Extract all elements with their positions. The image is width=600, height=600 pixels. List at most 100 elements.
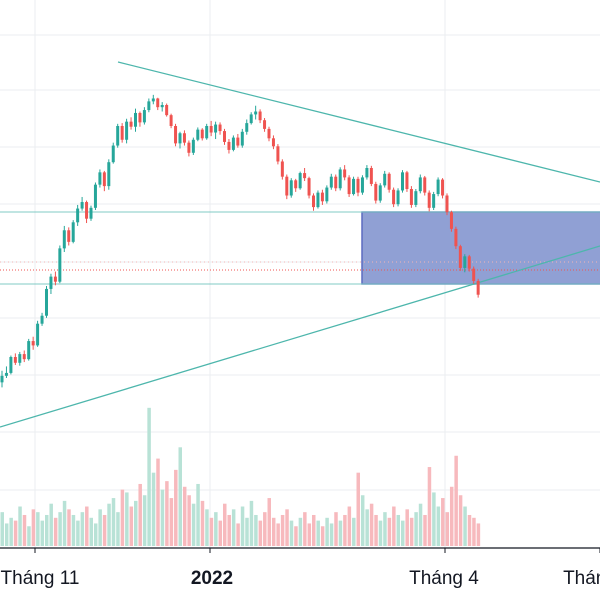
- candle-body: [36, 323, 40, 346]
- candle-body: [387, 173, 391, 190]
- volume-bar: [214, 512, 218, 546]
- candle-body: [138, 112, 142, 123]
- candle-body: [271, 138, 275, 147]
- volume-bar: [383, 512, 387, 546]
- candle-body: [476, 280, 480, 295]
- candle-body: [343, 169, 347, 178]
- volume-bar: [156, 458, 160, 546]
- volume-bar: [205, 509, 209, 546]
- candle-body: [352, 178, 356, 195]
- candle-body: [231, 137, 235, 150]
- volume-bar: [196, 483, 200, 546]
- candle-body: [236, 137, 240, 146]
- candle-body: [463, 256, 467, 268]
- candle-body: [436, 179, 440, 195]
- candle-body: [147, 101, 151, 111]
- candle-body: [472, 268, 476, 281]
- candle-body: [102, 172, 106, 187]
- candle-body: [334, 176, 338, 189]
- candle-body: [156, 98, 160, 108]
- volume-bar: [9, 517, 13, 546]
- volume-bar: [22, 514, 27, 546]
- ascending-trendline[interactable]: [0, 245, 600, 428]
- volume-bar: [405, 509, 409, 546]
- candle-body: [151, 98, 155, 102]
- volume-bar: [160, 489, 165, 546]
- volume-bar: [102, 514, 107, 546]
- candle-body: [378, 185, 382, 201]
- volume-bar: [254, 514, 258, 546]
- candle-body: [9, 357, 13, 373]
- x-tick-label: Tháng 4: [409, 568, 479, 589]
- candle-body: [312, 195, 315, 208]
- candle-body: [142, 110, 146, 123]
- volume-bar: [276, 523, 280, 546]
- volume-bar: [441, 498, 445, 546]
- volume-bar: [387, 517, 392, 546]
- volume-bar: [151, 472, 156, 546]
- volume-bar: [303, 512, 307, 546]
- volume-bar: [49, 503, 53, 546]
- volume-bar: [401, 520, 405, 546]
- candle-body: [85, 202, 89, 219]
- candle-body: [182, 133, 186, 143]
- x-tick-label: 2022: [191, 568, 233, 589]
- candle-body: [263, 120, 267, 129]
- volume-bar: [165, 481, 169, 546]
- volume-bar: [18, 506, 22, 546]
- volume-bar: [396, 514, 401, 546]
- candle-body: [209, 126, 213, 133]
- candle-body: [467, 256, 471, 269]
- candle-body: [93, 184, 97, 208]
- candle-body: [445, 195, 449, 213]
- volume-bar: [80, 512, 85, 546]
- candle-body: [214, 124, 218, 133]
- volume-bar: [85, 506, 89, 546]
- candle-body: [27, 341, 31, 360]
- descending-trendline[interactable]: [117, 61, 600, 183]
- volume-bar: [263, 512, 267, 546]
- volume-bar: [414, 512, 418, 546]
- volume-bar: [134, 500, 138, 546]
- candle-body: [360, 177, 364, 193]
- volume-bar: [120, 489, 125, 546]
- candle-body: [134, 112, 137, 127]
- candle-body: [329, 176, 333, 188]
- volume-bar: [138, 483, 142, 546]
- candles: [0, 94, 480, 388]
- volume-bar: [267, 498, 271, 546]
- volume-bar: [458, 495, 463, 546]
- volume-bar: [352, 517, 356, 546]
- volume-bar: [445, 512, 449, 546]
- volume-bar: [98, 509, 102, 546]
- candle-body: [205, 126, 209, 139]
- candle-body: [383, 173, 387, 186]
- candle-body: [418, 177, 422, 192]
- candle-body: [227, 141, 231, 150]
- candle-body: [245, 123, 249, 132]
- rectangle-zone[interactable]: [361, 211, 600, 285]
- volume-bar: [338, 520, 343, 546]
- volume-bar: [240, 506, 245, 546]
- candle-body: [169, 115, 173, 126]
- candle-body: [67, 230, 71, 242]
- candle-body: [267, 128, 271, 139]
- candle-body: [441, 179, 445, 196]
- volume-bar: [369, 503, 374, 546]
- volume-bar: [418, 503, 423, 546]
- candle-body: [178, 133, 182, 144]
- candle-body: [196, 129, 200, 140]
- volume-bar: [334, 512, 338, 546]
- x-tick-label: Tháng: [563, 568, 600, 589]
- candle-body: [325, 187, 329, 202]
- candle-body: [125, 121, 129, 140]
- volume-bar: [93, 523, 98, 546]
- candle-body: [369, 168, 373, 184]
- candle-body: [289, 180, 293, 196]
- volume-bar: [249, 500, 254, 546]
- volume-bar: [356, 472, 360, 546]
- candle-body: [80, 202, 84, 209]
- candle-body: [174, 126, 178, 144]
- volume-bar: [200, 500, 205, 546]
- volume-bar: [62, 500, 67, 546]
